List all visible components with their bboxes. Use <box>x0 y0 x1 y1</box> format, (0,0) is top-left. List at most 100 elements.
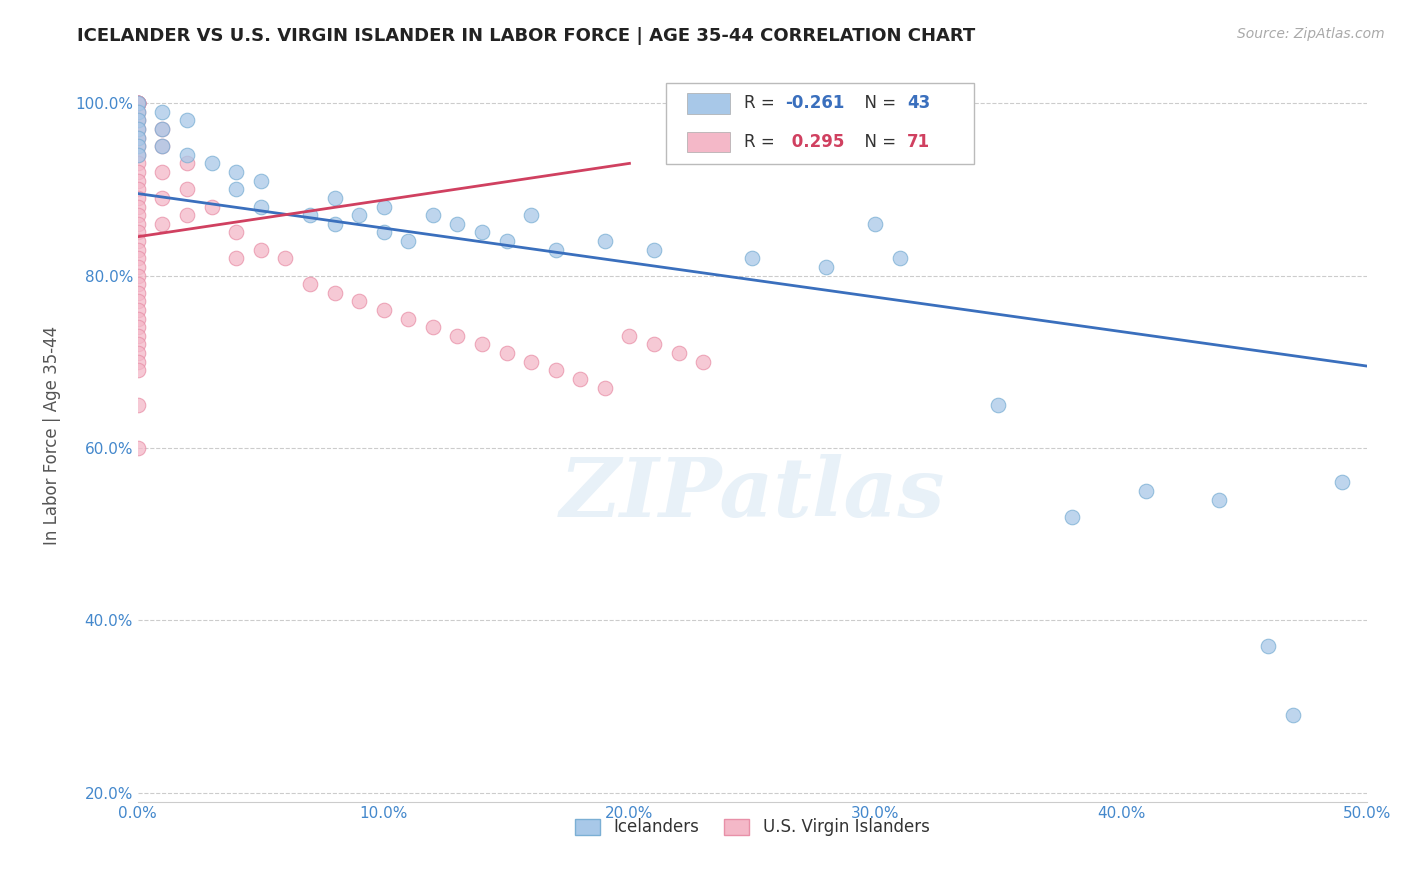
Point <box>127 95 149 110</box>
Point <box>347 294 370 309</box>
Point <box>176 182 198 196</box>
Point <box>471 337 494 351</box>
Text: N =: N = <box>855 133 901 151</box>
Point <box>1257 640 1279 654</box>
Point <box>347 208 370 222</box>
Point <box>152 104 174 119</box>
Point <box>127 104 149 119</box>
Point <box>815 260 838 274</box>
Point <box>152 191 174 205</box>
Point <box>127 121 149 136</box>
Point <box>692 355 714 369</box>
Point <box>127 95 149 110</box>
Text: N =: N = <box>855 95 901 112</box>
Point <box>544 243 567 257</box>
Text: -0.261: -0.261 <box>786 95 845 112</box>
Point <box>127 95 149 110</box>
Legend: Icelanders, U.S. Virgin Islanders: Icelanders, U.S. Virgin Islanders <box>567 810 938 845</box>
FancyBboxPatch shape <box>688 93 730 113</box>
Point <box>1135 484 1157 499</box>
Point <box>373 226 395 240</box>
Text: R =: R = <box>744 133 780 151</box>
Point <box>520 355 543 369</box>
Point <box>1282 708 1305 723</box>
Point <box>127 113 149 128</box>
Point <box>127 268 149 283</box>
Point <box>422 208 444 222</box>
Point <box>127 95 149 110</box>
Point <box>225 182 247 196</box>
Point <box>643 243 665 257</box>
Point <box>127 346 149 360</box>
Point <box>127 156 149 170</box>
Point <box>127 139 149 153</box>
FancyBboxPatch shape <box>688 131 730 153</box>
Point <box>1331 475 1354 490</box>
Point <box>127 147 149 161</box>
Point <box>127 243 149 257</box>
Point <box>127 95 149 110</box>
Point <box>127 337 149 351</box>
Point <box>865 217 887 231</box>
Point <box>323 285 346 300</box>
Point <box>127 329 149 343</box>
Point <box>127 320 149 334</box>
Point <box>225 226 247 240</box>
Point <box>127 130 149 145</box>
Text: 43: 43 <box>907 95 931 112</box>
Point <box>201 156 224 170</box>
Point <box>544 363 567 377</box>
Point <box>889 252 911 266</box>
Point <box>127 104 149 119</box>
Point <box>127 355 149 369</box>
Point <box>520 208 543 222</box>
Point <box>495 234 517 248</box>
Point <box>127 139 149 153</box>
Point <box>127 234 149 248</box>
Point <box>593 234 616 248</box>
Text: 71: 71 <box>907 133 931 151</box>
Point <box>1060 510 1083 524</box>
Text: Source: ZipAtlas.com: Source: ZipAtlas.com <box>1237 27 1385 41</box>
FancyBboxPatch shape <box>666 83 973 164</box>
Point <box>127 363 149 377</box>
Point <box>422 320 444 334</box>
Point <box>643 337 665 351</box>
Point <box>152 139 174 153</box>
Point <box>668 346 690 360</box>
Point <box>127 311 149 326</box>
Point <box>593 381 616 395</box>
Point <box>127 121 149 136</box>
Point <box>176 113 198 128</box>
Text: ICELANDER VS U.S. VIRGIN ISLANDER IN LABOR FORCE | AGE 35-44 CORRELATION CHART: ICELANDER VS U.S. VIRGIN ISLANDER IN LAB… <box>77 27 976 45</box>
Point <box>619 329 641 343</box>
Point <box>987 398 1010 412</box>
Point <box>127 200 149 214</box>
Point <box>127 147 149 161</box>
Point <box>127 191 149 205</box>
Point <box>274 252 297 266</box>
Point <box>152 139 174 153</box>
Point <box>569 372 592 386</box>
Point <box>298 208 321 222</box>
Point <box>127 182 149 196</box>
Point <box>152 121 174 136</box>
Point <box>298 277 321 292</box>
Point <box>127 113 149 128</box>
Y-axis label: In Labor Force | Age 35-44: In Labor Force | Age 35-44 <box>44 326 60 545</box>
Point <box>127 95 149 110</box>
Point <box>127 95 149 110</box>
Point <box>127 130 149 145</box>
Point <box>176 156 198 170</box>
Point <box>323 217 346 231</box>
Point <box>127 165 149 179</box>
Point <box>1208 492 1230 507</box>
Point <box>127 303 149 318</box>
Point <box>127 398 149 412</box>
Point <box>127 226 149 240</box>
Point <box>249 200 271 214</box>
Point <box>323 191 346 205</box>
Point <box>127 95 149 110</box>
Point <box>225 165 247 179</box>
Point <box>446 217 468 231</box>
